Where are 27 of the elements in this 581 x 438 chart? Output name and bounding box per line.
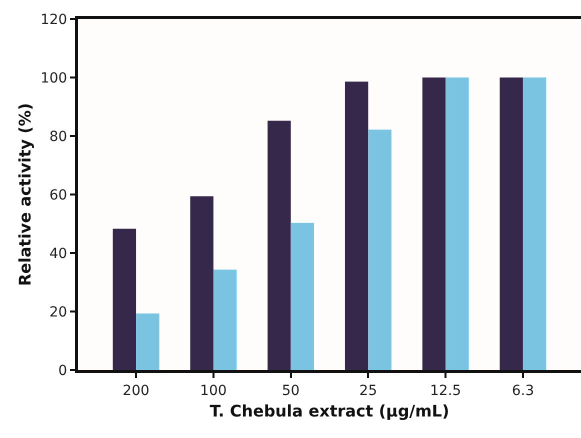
bar [344, 82, 368, 370]
y-axis-title: Relative activity (%) [15, 102, 34, 286]
bar [213, 270, 237, 370]
bar [190, 196, 214, 370]
y-tick-label: 100 [40, 70, 68, 86]
bar [368, 130, 392, 370]
bar [268, 120, 291, 370]
y-tick-label: 80 [49, 128, 68, 145]
y-tick-label: 20 [49, 304, 68, 320]
x-tick-label: 6.3 [512, 382, 534, 399]
bar [112, 228, 136, 370]
x-tick-label: 50 [282, 382, 300, 399]
y-tick-label: 120 [40, 12, 68, 28]
y-tick-label: 40 [49, 246, 68, 262]
x-axis-title: T. Chebula extract (µg/mL) [210, 402, 450, 420]
bar [446, 78, 469, 370]
x-tick-label: 100 [200, 382, 227, 399]
x-tick-label: 200 [122, 382, 150, 399]
bar [522, 78, 546, 370]
bar [290, 222, 314, 370]
bar [500, 78, 523, 370]
y-tick-label: 0 [58, 362, 68, 379]
y-tick-label: 60 [49, 187, 68, 204]
x-tick-label: 25 [359, 382, 378, 399]
x-tick-label: 12.5 [430, 382, 462, 399]
bar [136, 314, 160, 370]
bar [422, 78, 446, 370]
